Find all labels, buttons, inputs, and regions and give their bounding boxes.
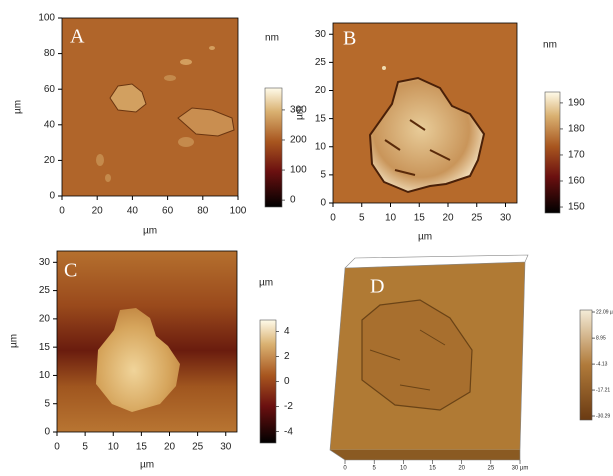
colorbar-tick-label: -30.29 xyxy=(596,413,610,419)
colorbar-tick-label: 100 xyxy=(290,165,307,176)
colorbar-tick-label: 0 xyxy=(290,195,296,206)
x-tick-label: 25 xyxy=(471,213,483,224)
x-tick-label: 15 xyxy=(429,466,436,471)
colorbar-tick-label: 300 xyxy=(290,105,307,116)
y-tick-label: 15 xyxy=(315,113,327,124)
colorbar-unit: µm xyxy=(259,278,273,289)
colorbar-unit: nm xyxy=(543,40,557,51)
x-axis-label: µm xyxy=(418,232,432,243)
x-tick-label: 10 xyxy=(400,466,407,471)
x-tick-label: 5 xyxy=(372,466,376,471)
colorbar-tick-label: 2 xyxy=(284,351,290,362)
y-tick-label: 40 xyxy=(44,119,56,130)
x-tick-label: 20 xyxy=(442,213,454,224)
colorbar-tick-label: -4.13 xyxy=(596,361,608,367)
x-tick-label: 30 xyxy=(500,213,512,224)
y-axis-label: µm xyxy=(13,100,24,114)
x-tick-label: 15 xyxy=(136,442,148,453)
colorbar-tick-label: 8.95 xyxy=(596,335,606,341)
colorbar xyxy=(259,319,277,444)
y-tick-label: 5 xyxy=(320,170,326,181)
y-tick-label: 80 xyxy=(44,48,56,59)
colorbar-tick-label: 4 xyxy=(284,326,290,337)
x-axis-label: µm xyxy=(140,460,154,471)
x-tick-label: 5 xyxy=(82,442,88,453)
colorbar-tick-label: 190 xyxy=(568,98,585,109)
panel-label: C xyxy=(64,260,77,282)
y-tick-label: 100 xyxy=(38,13,55,24)
afm-image-d xyxy=(329,254,529,461)
panel-label: A xyxy=(70,26,85,48)
y-tick-label: 20 xyxy=(39,314,51,325)
colorbar-tick-label: 150 xyxy=(568,202,585,213)
y-tick-label: 30 xyxy=(315,29,327,40)
colorbar-tick-label: 160 xyxy=(568,176,585,187)
colorbar xyxy=(579,309,593,421)
y-tick-label: 60 xyxy=(44,84,56,95)
x-tick-label: 25 xyxy=(192,442,204,453)
x-tick-label: 20 xyxy=(92,206,104,217)
y-tick-label: 10 xyxy=(315,141,327,152)
x-tick-label: 80 xyxy=(197,206,209,217)
panel-label: B xyxy=(343,28,356,50)
colorbar-tick-label: -17.21 xyxy=(596,387,610,393)
x-tick-label: 25 xyxy=(487,466,494,471)
x-tick-label: 30 xyxy=(220,442,232,453)
x-tick-label: 60 xyxy=(162,206,174,217)
y-tick-label: 15 xyxy=(39,342,51,353)
plot-frame xyxy=(332,22,518,204)
x-tick-label: 10 xyxy=(108,442,120,453)
y-tick-label: 20 xyxy=(315,85,327,96)
afm-image-a xyxy=(62,18,238,196)
y-tick-label: 10 xyxy=(39,370,51,381)
colorbar-tick-label: -4 xyxy=(284,426,293,437)
x-tick-label: 0 xyxy=(59,206,65,217)
x-tick-label: 20 xyxy=(458,466,465,471)
colorbar-tick-label: 200 xyxy=(290,135,307,146)
afm-image-b xyxy=(333,23,517,203)
plot-frame xyxy=(61,17,239,197)
x-tick-label: 40 xyxy=(127,206,139,217)
x-tick-label: 0 xyxy=(330,213,336,224)
panel-label: D xyxy=(370,276,384,298)
y-tick-label: 30 xyxy=(39,257,51,268)
colorbar xyxy=(544,91,561,214)
x-tick-label: 0 xyxy=(343,466,347,471)
y-tick-label: 25 xyxy=(315,57,327,68)
y-tick-label: 0 xyxy=(49,191,55,202)
y-tick-label: 0 xyxy=(320,198,326,209)
colorbar-unit: nm xyxy=(265,33,279,44)
colorbar-tick-label: 170 xyxy=(568,150,585,161)
y-axis-label: µm xyxy=(9,334,20,348)
x-tick-label: 20 xyxy=(164,442,176,453)
afm-image-c xyxy=(57,251,237,432)
colorbar-tick-label: 180 xyxy=(568,124,585,135)
x-axis-label: µm xyxy=(143,226,157,237)
y-tick-label: 0 xyxy=(44,427,50,438)
colorbar-tick-label: 0 xyxy=(284,376,290,387)
x-tick-label: 100 xyxy=(230,206,247,217)
y-tick-label: 5 xyxy=(44,398,50,409)
x-tick-label: 30 µm xyxy=(512,466,529,471)
colorbar-tick-label: 22.09 µm xyxy=(596,309,613,315)
x-tick-label: 15 xyxy=(414,213,426,224)
y-tick-label: 20 xyxy=(44,155,56,166)
y-tick-label: 25 xyxy=(39,285,51,296)
plot-frame xyxy=(56,250,238,433)
x-tick-label: 5 xyxy=(359,213,365,224)
colorbar-tick-label: -2 xyxy=(284,401,293,412)
y-axis-label: µm xyxy=(295,106,306,120)
colorbar xyxy=(264,87,283,208)
x-tick-label: 10 xyxy=(385,213,397,224)
x-tick-label: 0 xyxy=(54,442,60,453)
